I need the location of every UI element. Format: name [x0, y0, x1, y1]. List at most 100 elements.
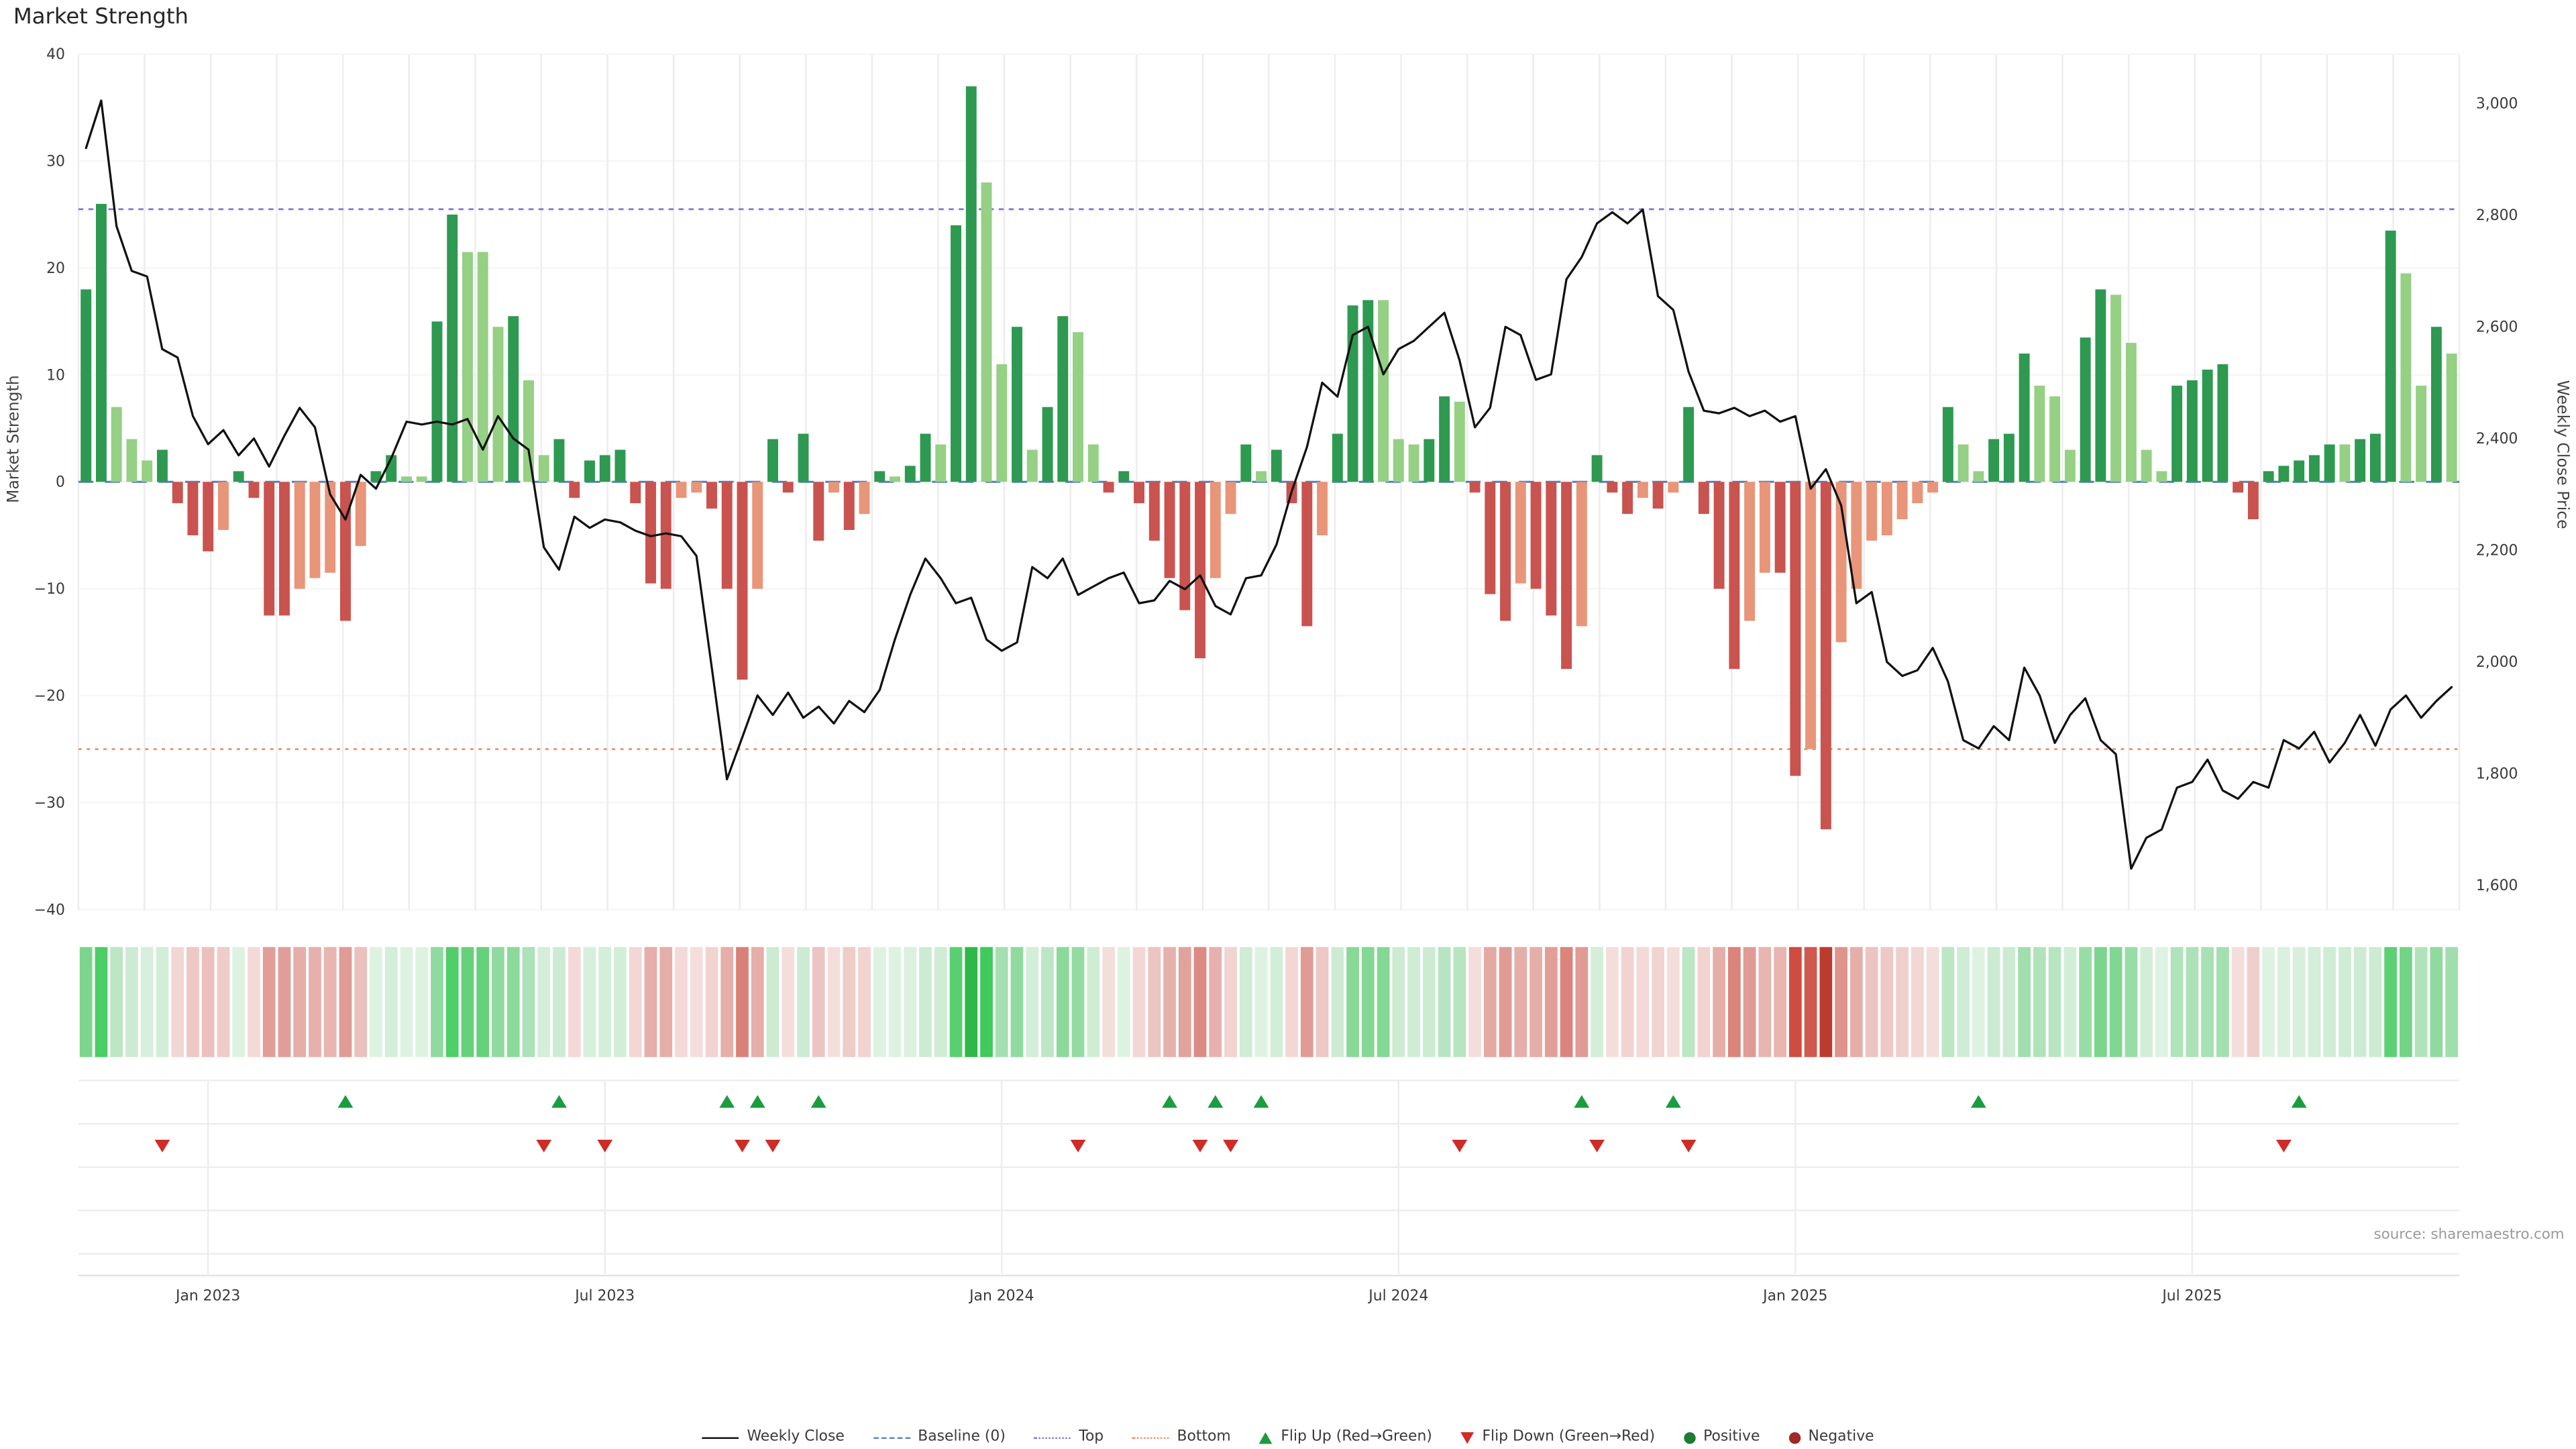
strength-bar	[1866, 482, 1878, 541]
heatmap-cell	[2109, 947, 2123, 1057]
heatmap-cell	[2094, 947, 2107, 1057]
strength-bar	[843, 482, 855, 531]
strength-bar	[2294, 460, 2305, 482]
flip-down-marker	[1223, 1140, 1238, 1152]
heatmap-cell	[339, 947, 352, 1057]
strength-bar	[1454, 401, 1465, 482]
strength-bar	[1729, 482, 1740, 669]
strength-bar	[2233, 482, 2244, 493]
left-axis-tick-label: 0	[56, 474, 65, 491]
strength-bar	[325, 482, 336, 573]
heatmap-cell	[568, 947, 581, 1057]
right-axis-tick-label: 2,800	[2476, 207, 2518, 224]
strength-bar	[1530, 482, 1542, 589]
legend-label-positive: Positive	[1703, 1429, 1760, 1446]
heatmap-cell	[1163, 947, 1176, 1057]
bottom-line-swatch	[1132, 1436, 1169, 1438]
strength-bar	[2034, 385, 2045, 482]
heatmap-cell	[1575, 947, 1589, 1057]
heatmap-cell	[156, 947, 169, 1057]
heatmap-cell	[1697, 947, 1711, 1057]
strength-bar	[447, 214, 458, 482]
strength-bar	[630, 482, 641, 504]
strength-bar	[691, 482, 702, 493]
right-axis-tick-label: 1,800	[2476, 766, 2518, 783]
heatmap-cell	[629, 947, 642, 1057]
strength-bar	[676, 482, 687, 498]
heatmap-cell	[843, 947, 856, 1057]
strength-bar	[2202, 369, 2213, 482]
heatmap-cell	[2231, 947, 2245, 1057]
heatmap-cell	[1865, 947, 1878, 1057]
legend-item-weekly-close: Weekly Close	[702, 1429, 845, 1446]
heatmap-cell	[644, 947, 657, 1057]
strength-bar	[645, 482, 656, 584]
flip-down-marker	[1452, 1140, 1468, 1152]
strength-bar	[1973, 471, 1984, 482]
strength-bar	[706, 482, 717, 509]
strength-bar	[1759, 482, 1770, 573]
heatmap-cell	[248, 947, 260, 1057]
heatmap-cell	[461, 947, 474, 1057]
strength-bar	[1790, 482, 1801, 776]
strength-bar	[1561, 482, 1572, 669]
right-axis-title: Weekly Close Price	[2553, 380, 2571, 529]
right-axis-tick-label: 2,600	[2476, 319, 2518, 336]
strength-bar	[1591, 455, 1603, 482]
flip-down-marker	[154, 1140, 170, 1152]
legend-label-bottom: Bottom	[1177, 1429, 1231, 1446]
flip-down-marker	[1680, 1140, 1697, 1152]
strength-bars	[80, 86, 2457, 830]
heatmap-cell	[1392, 947, 1405, 1057]
strength-bar	[2156, 471, 2167, 482]
strength-bar	[920, 433, 931, 482]
strength-heatmap	[79, 947, 2459, 1057]
heatmap-cell	[415, 947, 429, 1057]
heatmap-cell	[2002, 947, 2016, 1057]
heatmap-cell	[736, 947, 749, 1057]
strength-bar	[400, 476, 412, 482]
strength-bar	[614, 449, 626, 482]
flip-up-triangle-icon	[1259, 1431, 1273, 1444]
strength-bar	[1424, 439, 1435, 482]
strength-bar	[1546, 482, 1557, 616]
strength-bar	[2430, 327, 2442, 482]
heatmap-cell	[1300, 947, 1313, 1057]
strength-bar	[1988, 439, 2000, 482]
heatmap-cell	[2247, 947, 2260, 1057]
flip-up-marker	[551, 1095, 567, 1108]
strength-bar	[1301, 482, 1313, 627]
legend-item-baseline: Baseline (0)	[873, 1429, 1006, 1446]
strength-bar	[1195, 482, 1205, 659]
strength-bar	[859, 482, 870, 515]
strength-bar	[1148, 482, 1160, 541]
flip-up-marker	[1970, 1095, 1986, 1108]
strength-bar	[935, 444, 947, 482]
strength-bar	[1179, 482, 1191, 610]
left-axis-tick-label: 20	[46, 260, 65, 277]
legend-label-flip-up: Flip Up (Red→Green)	[1281, 1429, 1432, 1446]
strength-bar	[2339, 444, 2351, 482]
strength-bar	[1057, 316, 1069, 482]
heatmap-cell	[965, 947, 978, 1057]
strength-bar	[142, 460, 153, 482]
heatmap-cell	[506, 947, 520, 1057]
strength-bar	[2080, 337, 2091, 482]
heatmap-cell	[232, 947, 246, 1057]
strength-bar	[2278, 466, 2290, 482]
strength-bar	[1256, 471, 1267, 482]
strength-bar	[1942, 407, 1953, 482]
flip-down-marker	[1589, 1140, 1605, 1152]
strength-bar	[431, 321, 443, 482]
right-axis-tick-label: 2,400	[2476, 431, 2518, 447]
heatmap-cell	[79, 947, 93, 1057]
heatmap-cell	[1117, 947, 1130, 1057]
x-axis-tick-label: Jul 2025	[2161, 1288, 2222, 1305]
strength-bar	[2324, 444, 2335, 482]
flip-down-marker	[597, 1140, 613, 1152]
heatmap-cell	[309, 947, 321, 1057]
heatmap-cell	[1682, 947, 1695, 1057]
heatmap-cell	[1743, 947, 1756, 1057]
strength-bar	[569, 482, 580, 498]
